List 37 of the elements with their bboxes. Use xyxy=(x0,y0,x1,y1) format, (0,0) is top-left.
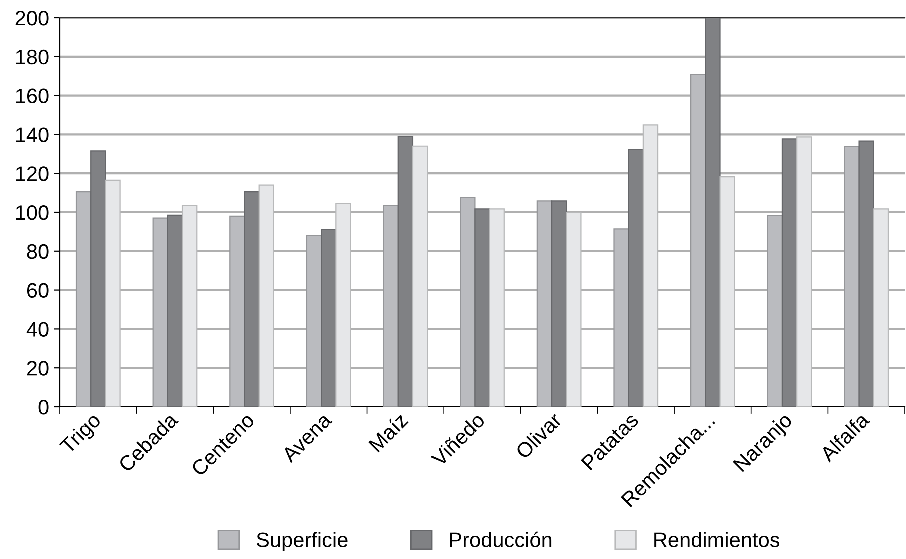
legend-label: Rendimientos xyxy=(654,532,780,548)
bar xyxy=(551,200,568,407)
bar xyxy=(460,197,476,407)
bar xyxy=(167,214,184,407)
y-tick-label: 180 xyxy=(16,50,49,65)
y-tick-label: 200 xyxy=(16,11,49,26)
y-tick-label: 80 xyxy=(27,244,49,260)
bar xyxy=(858,140,874,407)
y-tick-label: 0 xyxy=(38,400,49,415)
bar xyxy=(76,192,92,407)
bar xyxy=(244,192,260,407)
y-tick-label: 40 xyxy=(26,322,49,337)
y-tick-label: 60 xyxy=(27,283,49,298)
bar xyxy=(536,200,553,407)
bar xyxy=(383,205,399,407)
y-tick-label: 100 xyxy=(16,206,49,220)
x-tick-label: Trigo xyxy=(58,412,105,458)
bar xyxy=(628,149,644,407)
legend-label: Producción xyxy=(450,532,552,548)
bar xyxy=(321,229,337,407)
y-tick-label: 160 xyxy=(16,88,49,104)
bar xyxy=(705,18,721,407)
bar xyxy=(306,235,322,407)
y-tick-label: 120 xyxy=(16,166,49,182)
bar xyxy=(767,215,784,407)
bar xyxy=(398,136,414,407)
legend-label: Superficie xyxy=(256,532,348,552)
bar xyxy=(474,208,490,407)
y-tick-label: 140 xyxy=(16,128,49,142)
bar xyxy=(152,218,168,407)
bar xyxy=(690,74,706,407)
bar xyxy=(782,138,798,407)
bar xyxy=(230,216,246,407)
bar xyxy=(844,146,860,407)
y-tick-label: 20 xyxy=(27,361,49,376)
bar xyxy=(90,150,106,407)
bar xyxy=(614,228,630,407)
